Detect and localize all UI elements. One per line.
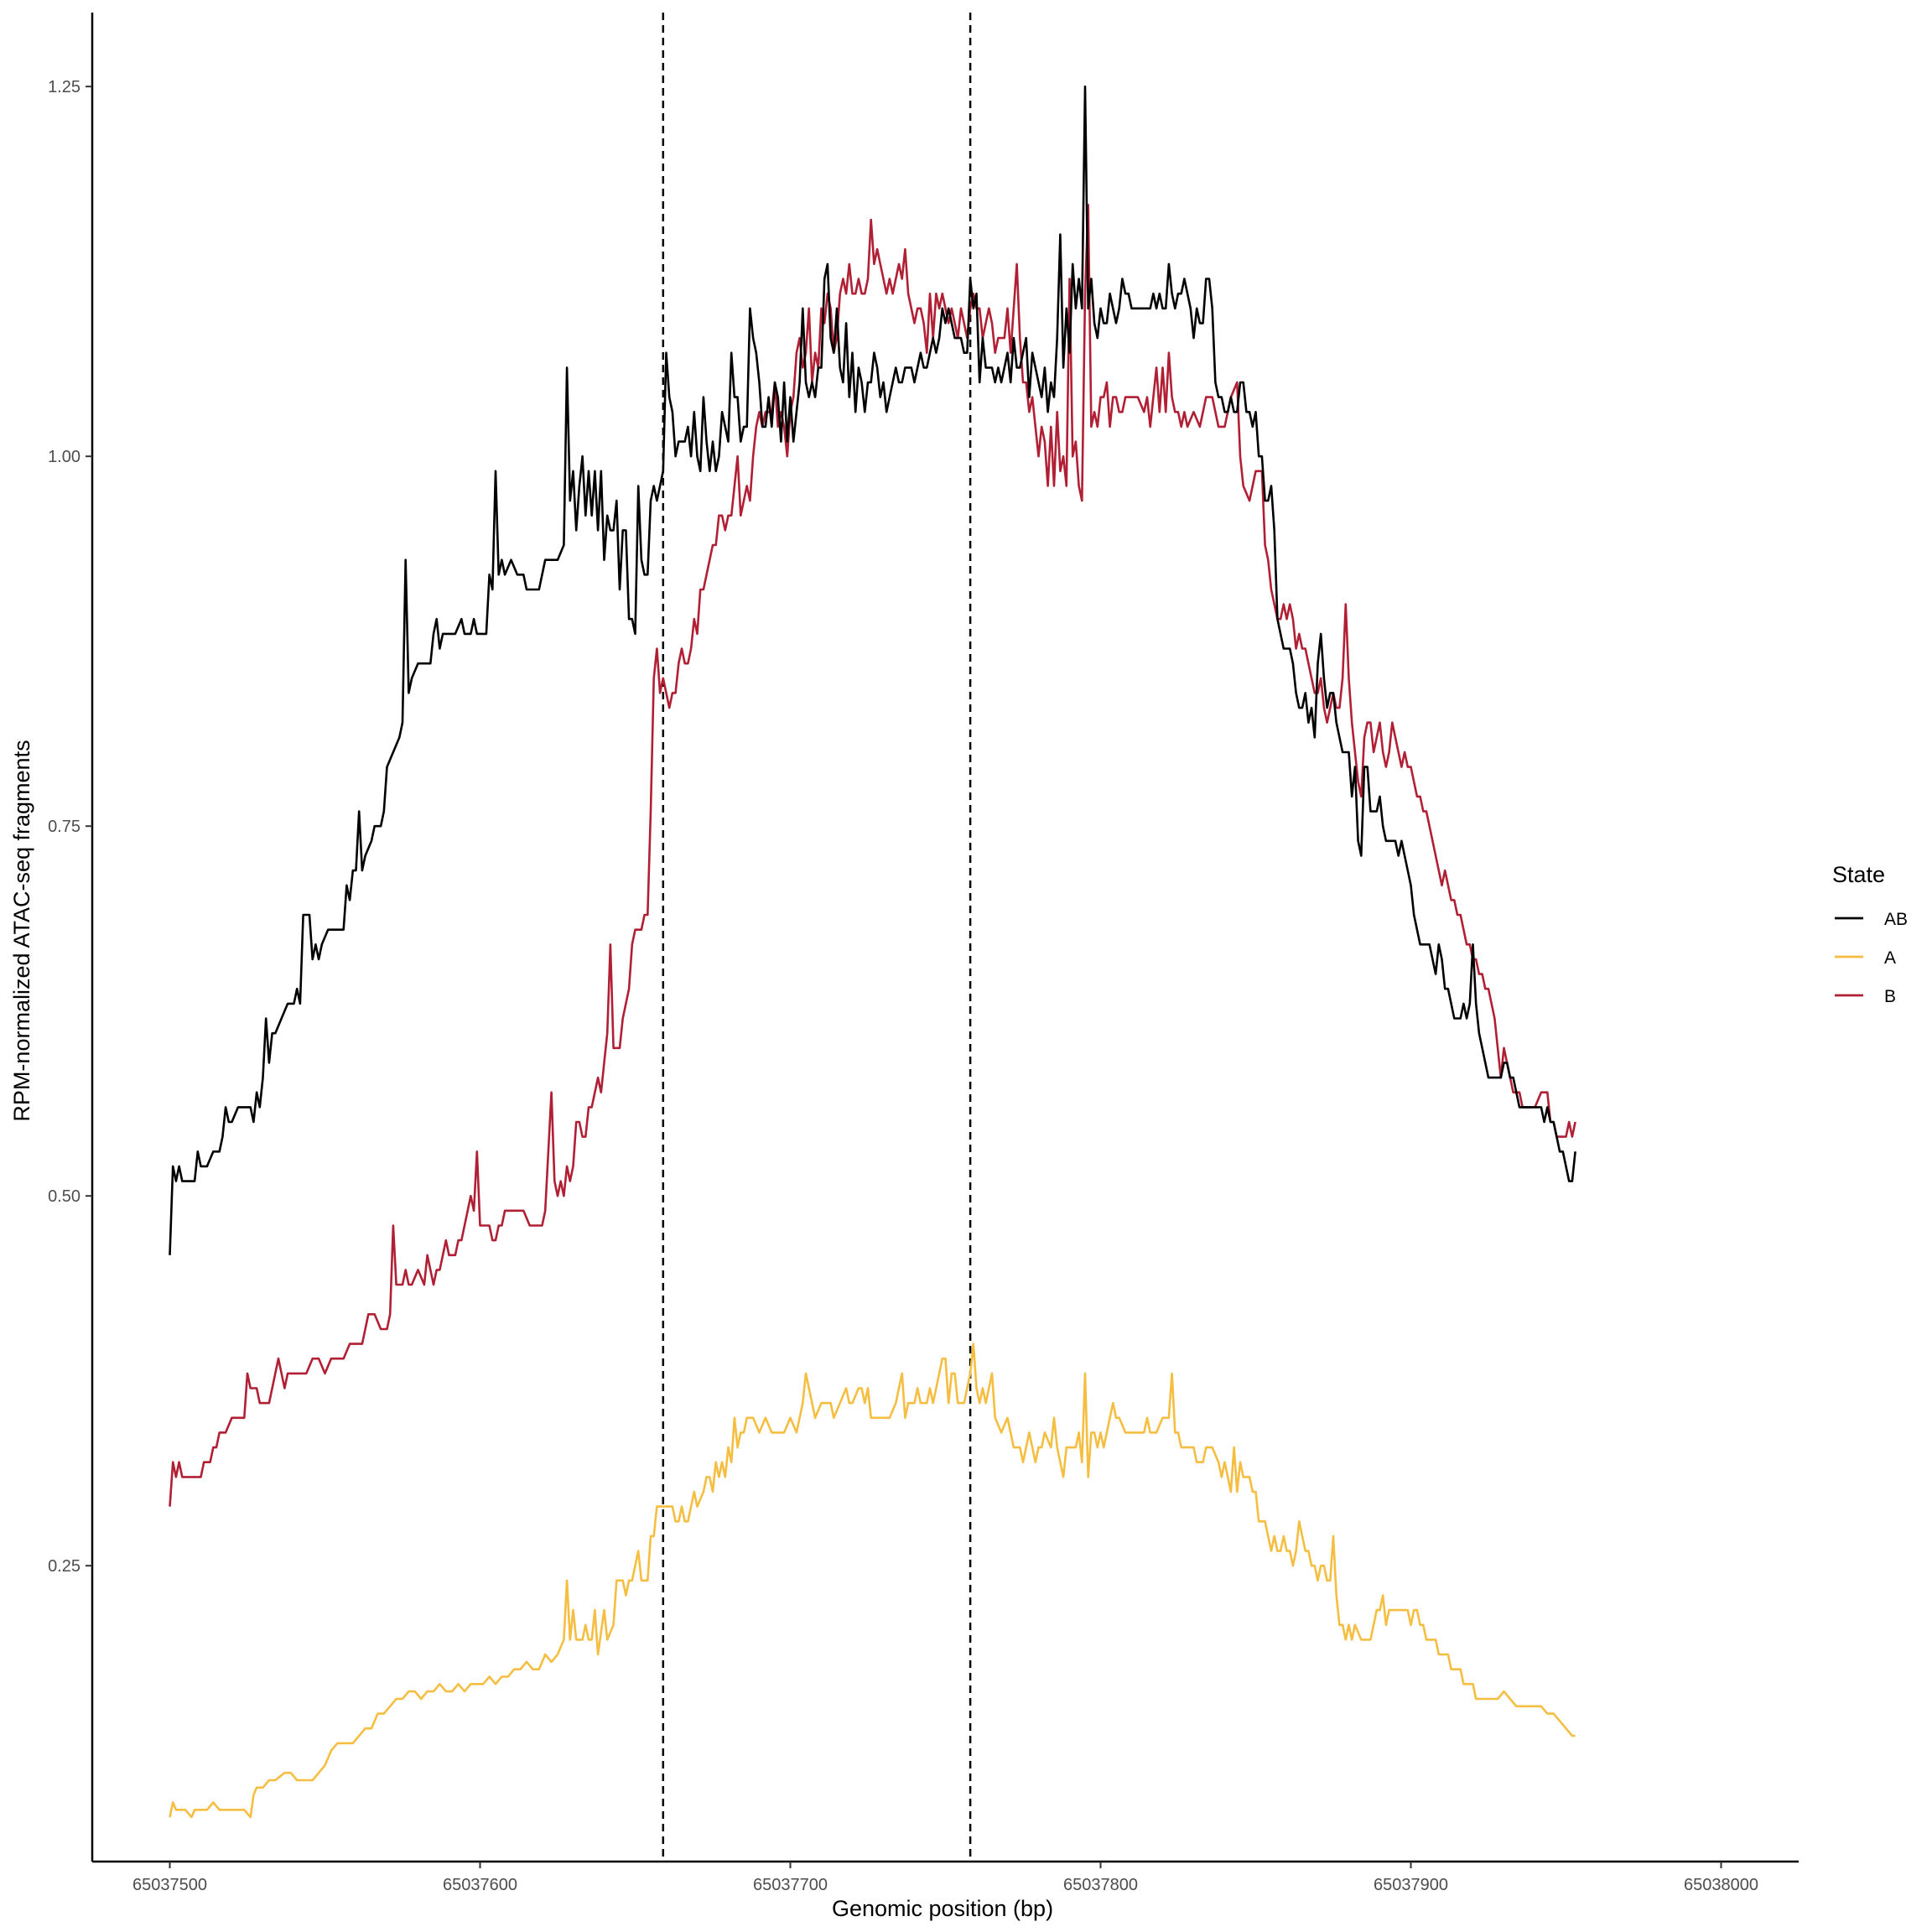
y-tick-label: 0.50 — [48, 1187, 80, 1206]
legend-label-b: B — [1884, 987, 1896, 1006]
x-tick-label: 65038000 — [1684, 1876, 1758, 1894]
x-tick-label: 65037500 — [132, 1876, 207, 1894]
y-tick-label: 0.25 — [48, 1557, 80, 1576]
legend: State AB AB — [1832, 862, 1908, 1006]
series-line-a — [169, 1343, 1576, 1819]
y-axis-ticks: 0.25 0.50 0.75 1.00 1.25 — [48, 78, 92, 1576]
y-axis-title: RPM-normalized ATAC-seq fragments — [9, 740, 34, 1121]
x-tick-label: 65037600 — [443, 1876, 517, 1894]
legend-label-a: A — [1884, 948, 1896, 968]
x-axis-ticks: 65037500 65037600 65037700 65037800 65037900… — [132, 1862, 1758, 1894]
y-tick-label: 0.75 — [48, 818, 80, 836]
y-tick-label: 1.00 — [48, 448, 80, 466]
x-tick-label: 65037800 — [1063, 1876, 1138, 1894]
x-tick-label: 65037700 — [753, 1876, 828, 1894]
legend-label-ab: AB — [1884, 910, 1908, 929]
x-tick-label: 65037900 — [1374, 1876, 1448, 1894]
legend-title: State — [1832, 862, 1885, 887]
x-axis-title: Genomic position (bp) — [832, 1896, 1053, 1921]
y-tick-label: 1.25 — [48, 78, 80, 96]
reference-lines — [662, 13, 972, 1862]
series-lines — [169, 85, 1576, 1819]
series-line-ab — [169, 85, 1576, 1255]
series-line-b — [169, 204, 1576, 1507]
